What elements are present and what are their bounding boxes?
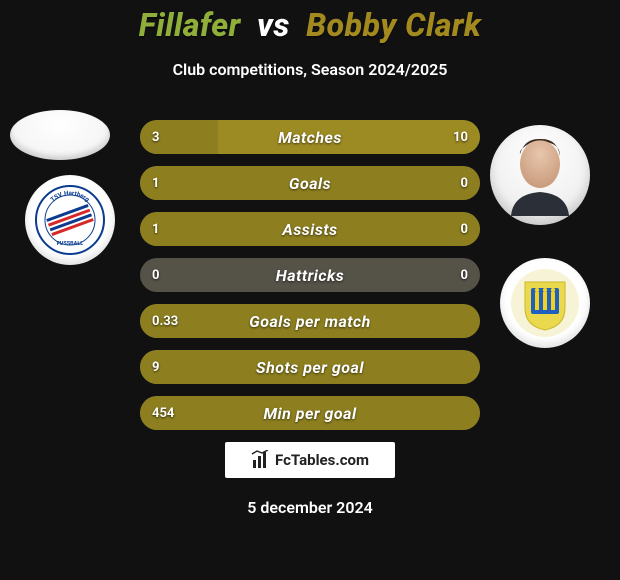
comparison-bar-row: 0.33 Goals per match bbox=[140, 304, 480, 338]
comparison-bar-row: 1 0 Goals bbox=[140, 166, 480, 200]
bar-chart-icon bbox=[251, 450, 271, 470]
player-right-club-badge bbox=[500, 258, 590, 348]
bar-value-left: 1 bbox=[152, 176, 159, 191]
brand-footer: FcTables.com bbox=[225, 442, 395, 478]
bar-label: Assists bbox=[282, 220, 337, 239]
bar-value-left: 1 bbox=[152, 222, 159, 237]
comparison-bar-row: 0 0 Hattricks bbox=[140, 258, 480, 292]
brand-text: FcTables.com bbox=[275, 451, 369, 469]
club-badge-left-icon: TSV Hartberg FUSSBALL bbox=[35, 185, 105, 255]
player-right-avatar bbox=[490, 125, 590, 225]
bar-value-right: 0 bbox=[461, 222, 468, 237]
person-silhouette-icon bbox=[505, 134, 575, 216]
bar-label: Goals bbox=[289, 174, 331, 193]
comparison-bars: 310Matches10Goals10Assists00Hattricks0.3… bbox=[140, 120, 480, 442]
bar-value-left: 454 bbox=[152, 406, 174, 421]
subtitle: Club competitions, Season 2024/2025 bbox=[0, 60, 620, 79]
date-text: 5 december 2024 bbox=[0, 498, 620, 517]
title-player1: Fillafer bbox=[139, 6, 241, 44]
title-player2: Bobby Clark bbox=[306, 6, 481, 44]
bar-label: Hattricks bbox=[276, 266, 344, 285]
comparison-bar-row: 1 0 Assists bbox=[140, 212, 480, 246]
svg-text:FUSSBALL: FUSSBALL bbox=[57, 241, 84, 247]
player-left-club-badge: TSV Hartberg FUSSBALL bbox=[25, 175, 115, 265]
bar-label: Shots per goal bbox=[256, 358, 364, 377]
bar-value-left: 0.33 bbox=[152, 314, 178, 329]
bar-value-right: 0 bbox=[461, 268, 468, 283]
club-badge-right-icon bbox=[510, 268, 580, 338]
bar-value-left: 9 bbox=[152, 360, 159, 375]
comparison-bar-row: 9 Shots per goal bbox=[140, 350, 480, 384]
bar-label: Goals per match bbox=[249, 312, 371, 331]
bar-value-right: 10 bbox=[453, 130, 468, 145]
bar-label: Matches bbox=[278, 128, 342, 147]
bar-value-right: 0 bbox=[461, 176, 468, 191]
bar-value-left: 0 bbox=[152, 268, 159, 283]
comparison-bar-row: 3 10 Matches bbox=[140, 120, 480, 154]
player-left-avatar bbox=[10, 110, 110, 160]
bar-fill-right bbox=[218, 120, 480, 154]
bar-label: Min per goal bbox=[263, 404, 356, 423]
bar-value-left: 3 bbox=[152, 130, 159, 145]
page-title: Fillafer vs Bobby Clark bbox=[0, 6, 620, 44]
comparison-bar-row: 454 Min per goal bbox=[140, 396, 480, 430]
title-vs: vs bbox=[257, 6, 290, 44]
